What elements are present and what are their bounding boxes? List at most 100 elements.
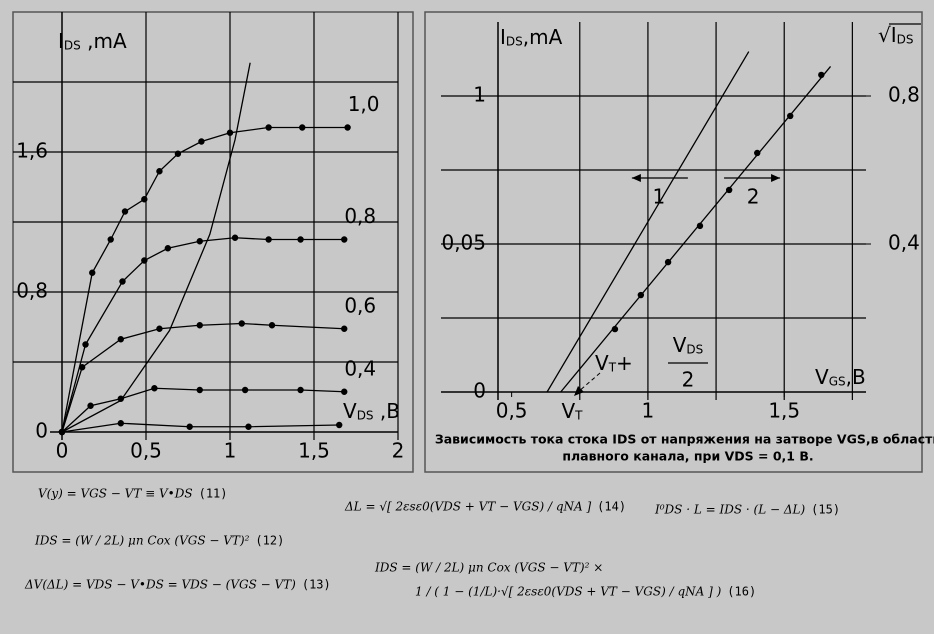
vt-label: VT (561, 399, 583, 423)
subscript: DS (686, 342, 703, 356)
y2-axis-label: √IDS (878, 23, 914, 47)
label-part: V (561, 399, 575, 423)
annotation-numerator: VDS (673, 333, 704, 357)
series-line (61, 237, 345, 433)
y-axis-label: IDS,mA (500, 25, 563, 49)
label-part: I (58, 29, 64, 53)
y-axis-label: IDS ,mA (58, 29, 127, 53)
caption: плавного канала, при VDS = 0,1 В. (562, 449, 813, 464)
arrow-head (631, 174, 641, 182)
annotation-denominator: 2 (682, 368, 695, 392)
arrow-head (574, 386, 584, 396)
y-category-label: 0 (473, 379, 486, 403)
series-line (61, 62, 251, 433)
caption: Зависимость тока стока IDS от напряжения… (435, 432, 934, 447)
label-part: V (595, 351, 609, 375)
data-point (341, 325, 348, 332)
formula: V(y) = VGS − VT ≡ V•DS (38, 487, 193, 501)
x-tick-label: 0,5 (496, 399, 528, 423)
subscript: DS (897, 32, 914, 46)
series-line (560, 65, 832, 393)
formula-number: (15) (811, 503, 840, 517)
y2-tick-label: 0,4 (888, 231, 920, 255)
x-tick-label: 2 (392, 439, 405, 463)
data-point (196, 386, 203, 394)
subscript: DS (357, 408, 374, 422)
data-point (186, 423, 193, 430)
data-point (226, 129, 234, 136)
data-point (341, 388, 348, 395)
formula-number: (13) (302, 578, 331, 592)
series-line (546, 51, 750, 393)
series-label: 1 (653, 185, 666, 209)
x-tick-label: 0 (56, 439, 69, 463)
data-point (89, 269, 96, 276)
y2-tick-label: 0,8 (888, 83, 920, 107)
subscript: DS (64, 38, 81, 52)
data-point (107, 236, 114, 243)
x-tick-label: 1,5 (768, 399, 800, 423)
data-point (141, 257, 148, 264)
series-label: 0,8 (344, 204, 376, 228)
label-part: ,mA (81, 29, 127, 53)
label-part: I (500, 25, 506, 49)
y-category-label: 0,05 (441, 231, 486, 255)
label-part: ,mA (523, 25, 563, 49)
y-tick-label: 0,8 (16, 279, 48, 303)
label-part: V (343, 399, 357, 423)
data-point (245, 423, 252, 430)
formula-number: (12) (255, 534, 284, 548)
data-point (78, 364, 86, 371)
data-point (117, 420, 125, 427)
data-point (268, 322, 276, 329)
formula: ΔL = √[ 2εsε0(VDS + VT − VGS) / qNA ] (344, 500, 591, 514)
x-tick-label: 1 (224, 439, 237, 463)
data-point (336, 421, 343, 429)
data-point (198, 138, 205, 145)
data-point (241, 386, 249, 394)
formula-number: (16) (727, 585, 756, 599)
y-category-label: 1 (473, 83, 486, 107)
data-point (151, 385, 158, 392)
formula: I⁰DS · L = IDS · (L − ΔL) (654, 503, 805, 517)
data-point (297, 386, 304, 394)
label-part: √I (878, 23, 897, 47)
series-label: 0,6 (344, 293, 376, 317)
data-point (754, 149, 761, 157)
x-tick-label: 1,5 (298, 439, 330, 463)
formula: IDS = (W / 2L) μn Cox (VGS − VT)² (34, 534, 250, 548)
label-part: V (815, 365, 829, 389)
y-tick-label: 1,6 (16, 139, 48, 163)
series-label: 2 (747, 185, 760, 209)
series-label: 0,4 (344, 356, 376, 380)
formula-number: (14) (597, 500, 626, 514)
series-line (61, 322, 345, 433)
annotation-lead: VT+ (595, 351, 633, 375)
data-point (196, 322, 203, 329)
data-point (174, 150, 182, 157)
data-point (119, 278, 126, 285)
data-point (299, 124, 306, 131)
x-tick-label: 0,5 (130, 439, 162, 463)
annotation-arrow (577, 372, 601, 393)
x-axis-label: VDS ,B (343, 399, 400, 423)
left-panel (12, 11, 414, 473)
data-point (156, 168, 163, 175)
formula: IDS = (W / 2L) μn Cox (VGS − VT)² × (374, 561, 603, 575)
series-line (61, 387, 345, 433)
data-point (117, 336, 125, 343)
data-point (164, 245, 172, 252)
data-point (344, 124, 351, 131)
data-point (82, 341, 89, 348)
label-part: + (616, 351, 633, 375)
series-line (61, 126, 348, 433)
data-point (341, 236, 348, 243)
data-point (156, 325, 163, 332)
data-point (141, 196, 148, 203)
series-label: 1,0 (348, 92, 380, 116)
y-tick-label: 0 (35, 419, 48, 443)
x-tick-label: 1 (642, 399, 655, 423)
data-point (87, 402, 94, 409)
